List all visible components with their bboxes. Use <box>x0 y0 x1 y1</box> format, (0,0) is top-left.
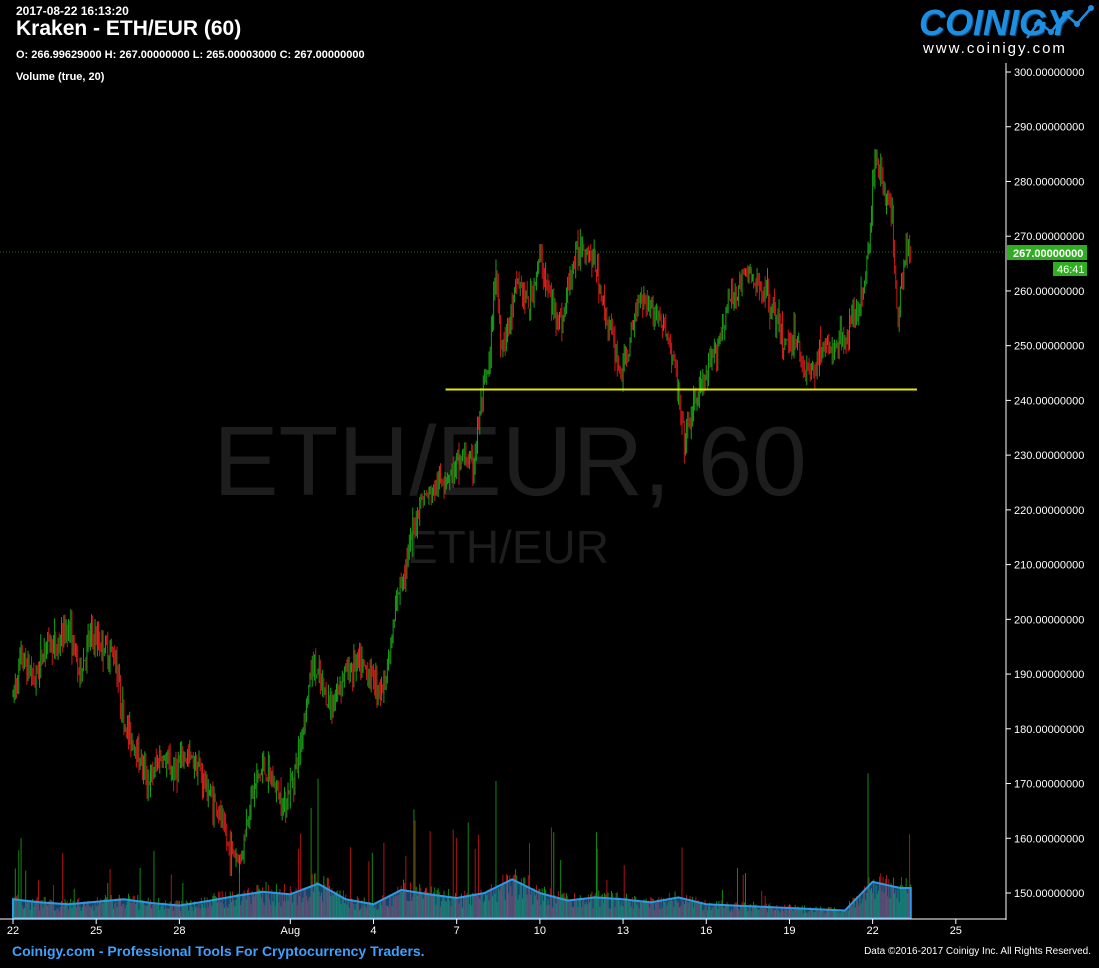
x-tick-label: 13 <box>617 925 629 937</box>
x-tick-label: 22 <box>867 925 879 937</box>
y-tick-label: 260.00000000 <box>1014 286 1084 298</box>
x-tick-label: 4 <box>370 925 376 937</box>
coinigy-logo[interactable]: COINIGY www.coinigy.com <box>903 2 1094 58</box>
y-tick-label: 180.00000000 <box>1014 724 1084 736</box>
x-tick-label: 10 <box>534 925 546 937</box>
x-tick-label: Aug <box>281 925 301 937</box>
x-tick-label: 22 <box>7 925 19 937</box>
y-tick-label: 210.00000000 <box>1014 560 1084 572</box>
y-tick-label: 230.00000000 <box>1014 450 1084 462</box>
watermark-small: ETH/EUR <box>407 521 609 573</box>
candles <box>12 148 912 877</box>
volume-indicator-label[interactable]: Volume (true, 20) <box>16 71 105 83</box>
logo-url: www.coinigy.com <box>923 40 1067 57</box>
y-tick-label: 300.00000000 <box>1014 67 1084 79</box>
y-tick-label: 290.00000000 <box>1014 122 1084 134</box>
y-tick-label: 220.00000000 <box>1014 505 1084 517</box>
footer-copyright: Data ©2016-2017 Coinigy Inc. All Rights … <box>864 946 1091 957</box>
price-tag-value: 267.00000000 <box>1013 248 1083 260</box>
ohlc-readout: O: 266.99629000 H: 267.00000000 L: 265.0… <box>16 49 365 61</box>
y-tick-label: 280.00000000 <box>1014 176 1084 188</box>
chart-title: Kraken - ETH/EUR (60) <box>16 17 242 40</box>
y-tick-label: 190.00000000 <box>1014 669 1084 681</box>
x-tick-label: 7 <box>454 925 460 937</box>
y-tick-label: 270.00000000 <box>1014 231 1084 243</box>
y-tick-label: 160.00000000 <box>1014 833 1084 845</box>
y-tick-label: 250.00000000 <box>1014 341 1084 353</box>
y-tick-label: 240.00000000 <box>1014 395 1084 407</box>
sparkline-icon <box>1026 5 1094 39</box>
y-tick-label: 150.00000000 <box>1014 888 1084 900</box>
x-tick-label: 28 <box>173 925 185 937</box>
logo-wordmark: COINIGY <box>919 2 1072 43</box>
volume-average-area <box>12 878 912 919</box>
y-tick-label: 200.00000000 <box>1014 614 1084 626</box>
watermark-large: ETH/EUR, 60 <box>213 406 807 516</box>
price-tag: 267.00000000 46:41 <box>1007 245 1087 276</box>
x-tick-label: 25 <box>950 925 962 937</box>
footer-tagline[interactable]: Coinigy.com - Professional Tools For Cry… <box>12 943 425 959</box>
timestamp: 2017-08-22 16:13:20 <box>16 4 129 18</box>
y-axis-ticks: 300.00000000 290.00000000 280.00000000 270.… <box>1006 67 1084 900</box>
price-tag-countdown: 46:41 <box>1057 264 1085 276</box>
x-tick-label: 25 <box>90 925 102 937</box>
volume-bars <box>12 773 912 919</box>
x-axis-ticks: 22 25 28 Aug 4 7 10 13 16 19 22 25 <box>7 919 962 937</box>
y-tick-label: 170.00000000 <box>1014 779 1084 791</box>
x-tick-label: 19 <box>783 925 795 937</box>
x-tick-label: 16 <box>700 925 712 937</box>
watermark: ETH/EUR, 60 ETH/EUR <box>213 406 807 573</box>
